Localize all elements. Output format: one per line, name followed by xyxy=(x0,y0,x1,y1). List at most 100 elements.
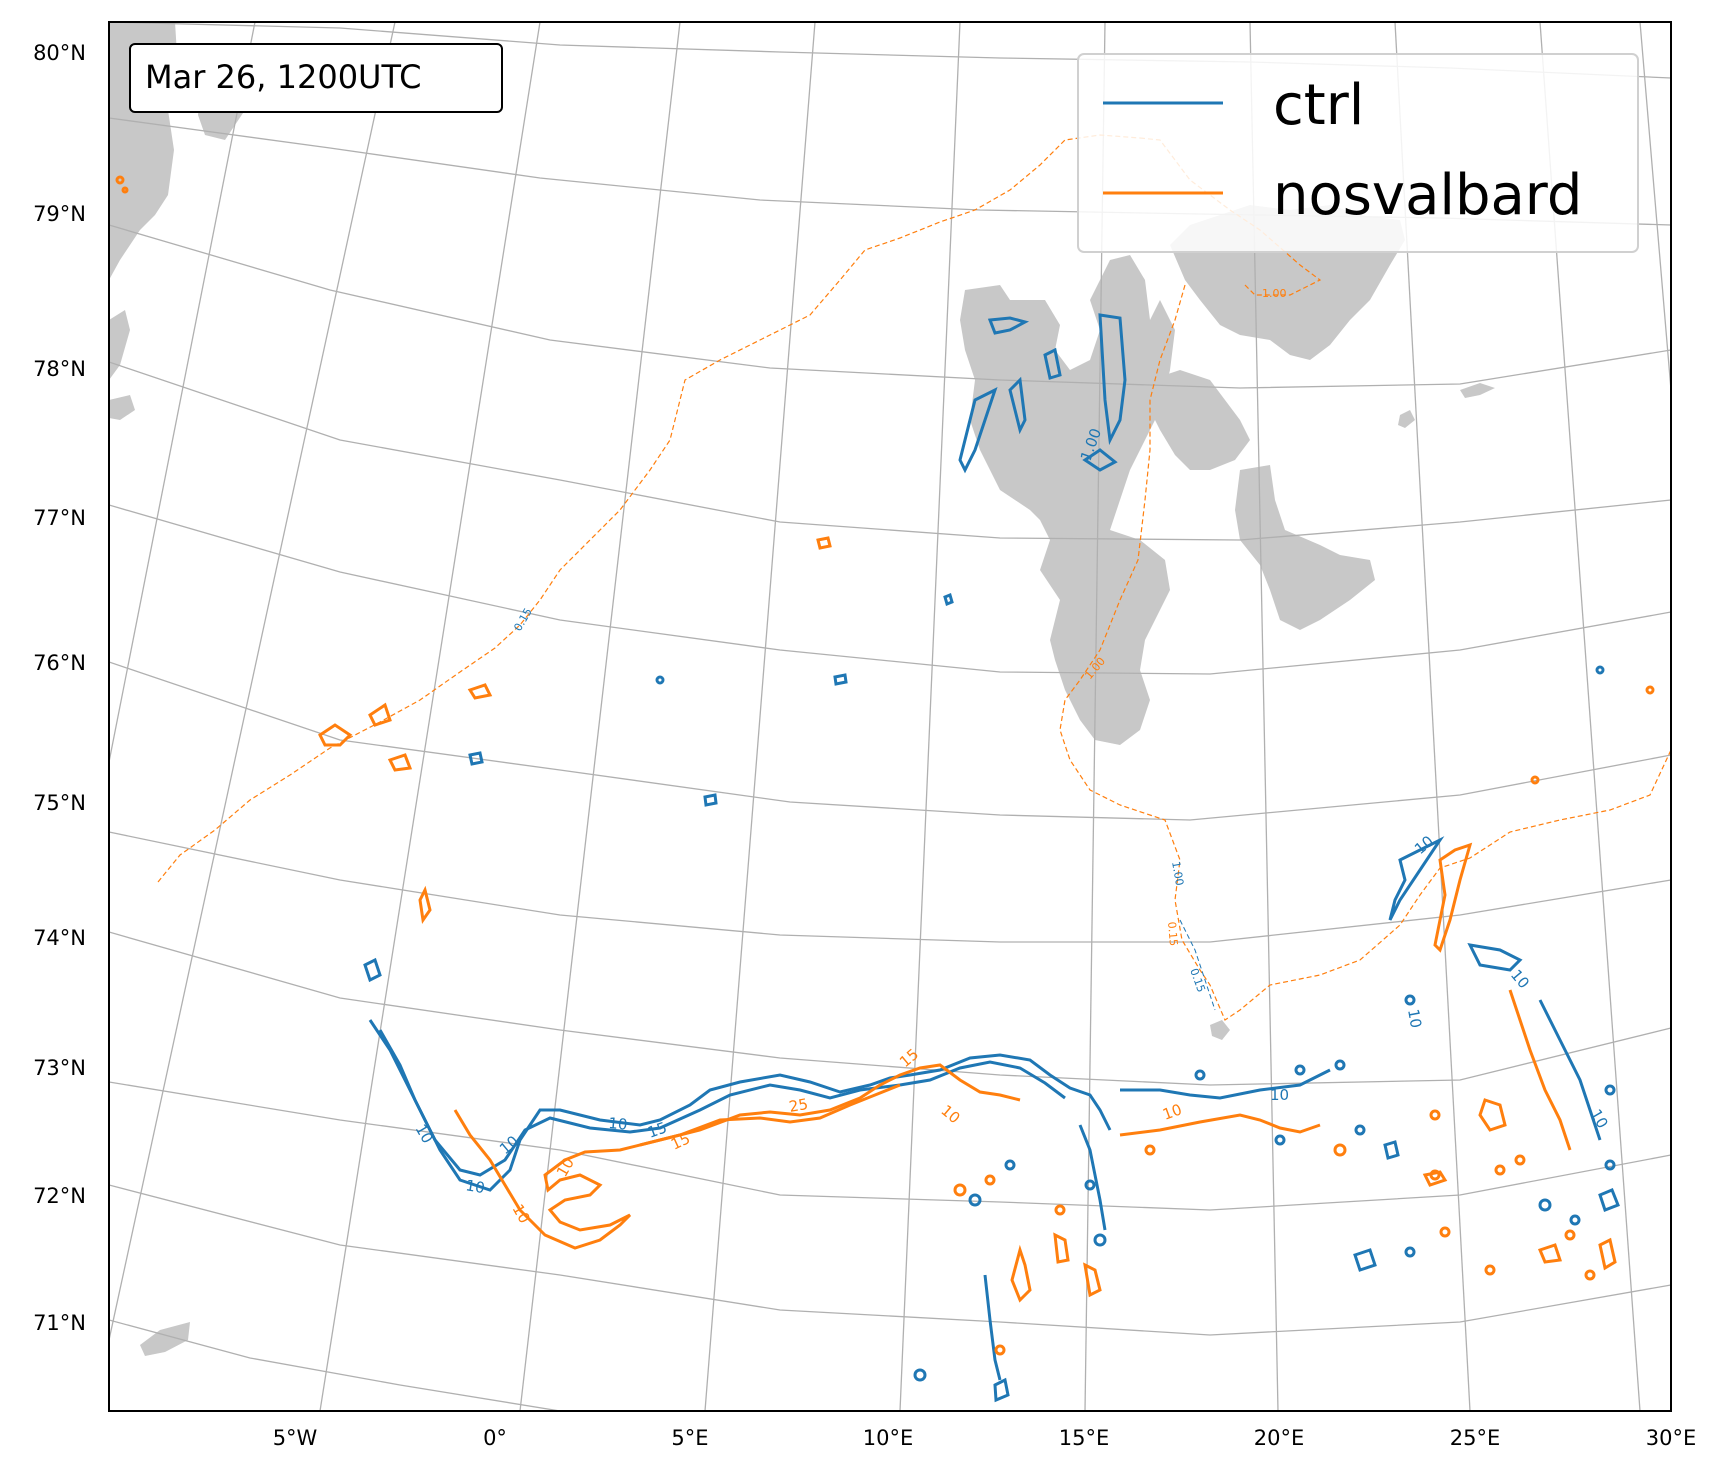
lat-label-73: 73°N xyxy=(33,1056,86,1080)
ctrl-label-8: 10 xyxy=(1404,1008,1425,1030)
spitsbergen-central-east xyxy=(1150,370,1250,470)
ctrl-label-2: 10 xyxy=(496,1132,522,1158)
ctrl-svalbard-e xyxy=(1043,347,1062,380)
ctrl-front-main xyxy=(368,1019,1112,1192)
lon-label-15e: 15°E xyxy=(1059,1426,1110,1450)
nos-label-10: 1.00 xyxy=(1262,287,1287,300)
timestamp-box: Mar 26, 1200UTC xyxy=(129,43,503,113)
ctrl-mid-b xyxy=(363,957,382,983)
nosvalbard-west-e xyxy=(467,683,493,700)
east-islet xyxy=(1398,410,1415,428)
greenland-coast-mid xyxy=(109,310,130,380)
lat-label-77: 77°N xyxy=(33,506,86,530)
lat-label-72: 72°N xyxy=(33,1184,86,1208)
ctrl-mid-c xyxy=(703,793,718,807)
nos-label-6: 10 xyxy=(937,1101,963,1127)
legend-item-nosvalbard: nosvalbard xyxy=(1103,163,1582,228)
lon-label-10e: 10°E xyxy=(863,1426,914,1450)
lon-label-5w: 5°W xyxy=(273,1426,318,1450)
nosvalbard-east-north xyxy=(1433,842,1473,953)
ctrl-south-d xyxy=(1353,1248,1377,1272)
latitude-labels: 80°N 79°N 78°N 77°N 76°N 75°N 74°N 73°N … xyxy=(33,41,86,1335)
ctrl-east-b xyxy=(1538,999,1602,1141)
lon-label-25e: 25°E xyxy=(1450,1426,1501,1450)
lon-label-20e: 20°E xyxy=(1254,1426,1305,1450)
lat-label-80: 80°N xyxy=(33,41,86,65)
lat-label-76: 76°N xyxy=(33,651,86,675)
ctrl-mid-e xyxy=(943,592,954,607)
nosvalbard-west-a xyxy=(318,723,353,747)
nosvalbard-west-d xyxy=(418,885,432,924)
nos-label-4: 25 xyxy=(788,1095,810,1116)
ctrl-svalbard-a xyxy=(987,316,1030,335)
nosvalbard-front-inner xyxy=(639,1083,901,1147)
ctrl-northeast-a xyxy=(1388,836,1445,921)
ctrl-south-c xyxy=(993,1377,1010,1403)
ctrl-label-1: 10 xyxy=(412,1121,437,1147)
nosvalbard-mid-g xyxy=(1537,1243,1562,1264)
nosvalbard-contours xyxy=(318,536,1617,1303)
ice-edge-nosvalbard-south xyxy=(1059,284,1671,1021)
lat-label-71: 71°N xyxy=(33,1311,86,1335)
ctrl-east-front xyxy=(1120,1068,1331,1100)
ctrl-label-4: 15 xyxy=(645,1118,669,1141)
nosvalbard-mid-f xyxy=(1598,1237,1617,1271)
nosvalbard-east-curve xyxy=(1508,989,1572,1151)
ctrl-south-f xyxy=(1598,1188,1620,1212)
bjornoya xyxy=(1210,1020,1230,1040)
lon-label-0: 0° xyxy=(483,1426,507,1450)
kong-karls-land xyxy=(1460,383,1495,398)
ctrl-label-13: 1.00 xyxy=(1169,860,1186,886)
nos-label-2: 10 xyxy=(509,1201,534,1227)
lon-label-30e: 30°E xyxy=(1646,1426,1697,1450)
nosvalbard-west-c xyxy=(387,753,413,772)
nosvalbard-east-blob xyxy=(1478,1098,1507,1132)
legend-item-ctrl: ctrl xyxy=(1103,73,1364,138)
lat-label-75: 75°N xyxy=(33,791,86,815)
nosvalbard-mid-b xyxy=(1010,1244,1032,1303)
longitude-labels: 5°W 0° 5°E 10°E 15°E 20°E 25°E 30°E xyxy=(273,1426,1697,1450)
nosvalbard-east-front xyxy=(1119,1113,1321,1137)
ctrl-northeast-b xyxy=(1467,943,1523,972)
ctrl-contours xyxy=(363,313,1620,1403)
southwest-island xyxy=(140,1322,190,1356)
ctrl-label-3: 10 xyxy=(608,1114,629,1134)
lat-label-74: 74°N xyxy=(33,926,86,950)
ctrl-svalbard-d xyxy=(1008,376,1027,435)
greenland-coast-low xyxy=(109,395,135,420)
ice-edge-contours xyxy=(157,134,1671,1021)
lat-label-79: 79°N xyxy=(33,202,86,226)
lat-label-78: 78°N xyxy=(33,357,86,381)
nosvalbard-front-main xyxy=(453,1063,1021,1250)
map-frame xyxy=(108,21,1672,1412)
ctrl-south-e xyxy=(1383,1140,1400,1160)
ctrl-label-5: 10 xyxy=(464,1176,486,1197)
ctrl-mid-a xyxy=(468,751,484,766)
ice-edge-ctrl xyxy=(1179,919,1216,1011)
nosvalbard-mid-c xyxy=(1053,1232,1070,1264)
ctrl-south-a xyxy=(1078,1124,1107,1231)
ctrl-svalbard-c xyxy=(1098,313,1127,446)
legend-label-ctrl: ctrl xyxy=(1273,73,1364,138)
ctrl-label-6: 10 xyxy=(1270,1086,1289,1104)
timestamp-text: Mar 26, 1200UTC xyxy=(145,58,421,96)
legend: ctrl nosvalbard xyxy=(1077,53,1639,253)
ice-edge-nosvalbard-west xyxy=(157,134,1141,883)
scatter-blobs xyxy=(115,175,1655,1382)
ctrl-south-b xyxy=(983,1274,1002,1381)
legend-label-nosvalbard: nosvalbard xyxy=(1273,163,1582,228)
nosvalbard-west-b xyxy=(368,702,392,727)
nosvalbard-mid-a xyxy=(816,536,832,550)
lon-label-5e: 5°E xyxy=(671,1426,708,1450)
ctrl-front-inner xyxy=(378,1029,1066,1177)
nos-label-11: 0.15 xyxy=(1165,921,1180,947)
ctrl-svalbard-b xyxy=(958,387,998,474)
graticule xyxy=(109,22,1671,1411)
edgeoya xyxy=(1235,465,1375,630)
ctrl-label-12: 0.15 xyxy=(1187,967,1208,994)
nosvalbard-mid-e xyxy=(1422,1170,1448,1187)
nosvalbard-mid-d xyxy=(1083,1262,1102,1298)
nos-label-7: 10 xyxy=(1160,1100,1184,1123)
ctrl-svalbard-f xyxy=(1082,448,1118,472)
